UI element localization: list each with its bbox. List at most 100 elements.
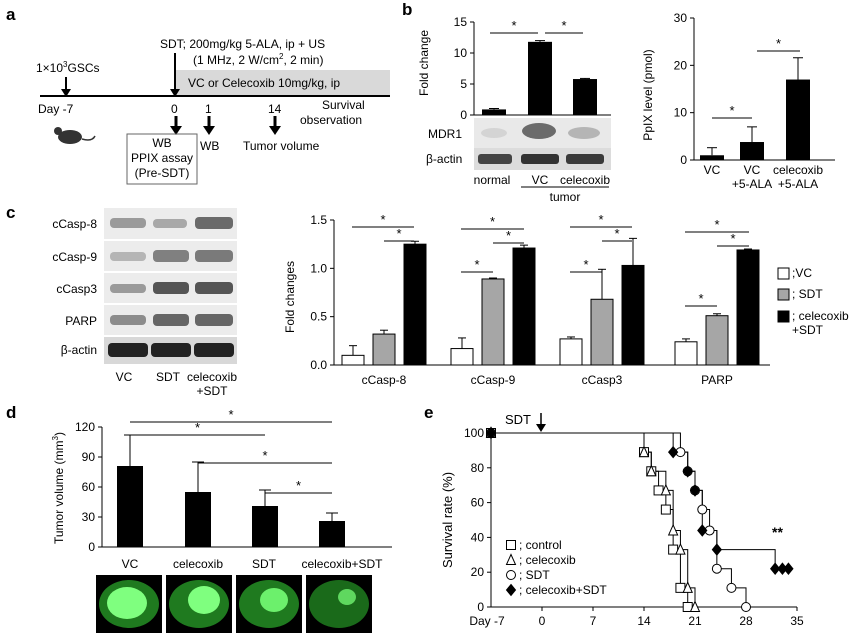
chart-c-sig-5-star: *	[614, 226, 619, 241]
chart-c-bar	[705, 315, 729, 366]
chart-b2-ytick-label: 30	[674, 11, 688, 25]
chart-b1-ylabel: Fold change	[417, 30, 431, 96]
chart-c-category: cCasp-8	[362, 373, 407, 387]
chart-b2-category: celecoxib +5-ALA	[773, 163, 823, 191]
chart-e-ytick-label: 20	[471, 565, 485, 579]
chart-c-category: cCasp-9	[471, 373, 516, 387]
chart-b1-ytick-label: 5	[460, 77, 467, 91]
chart-b2-bar	[740, 142, 764, 160]
band-ccasp9-vc	[110, 252, 146, 261]
chart-e-marker-triangle	[638, 445, 650, 458]
band-ccasp3-vc	[110, 284, 146, 293]
band-parp-vc	[110, 315, 146, 325]
panel-label-e: e	[424, 403, 433, 422]
chart-d-bar	[185, 492, 211, 547]
brain-image-celecoxib	[166, 575, 232, 633]
band-parp-celecoxib-sdt	[195, 314, 233, 326]
chart-d-categories: VC celecoxib SDT celecoxib+SDT	[122, 557, 384, 571]
chart-d-category: celecoxib	[173, 557, 223, 571]
panel-label-d: d	[6, 403, 16, 422]
chart-c-ytick-label: 0.5	[310, 310, 327, 324]
chart-d-bar	[319, 521, 345, 547]
day-14-label: 14	[268, 102, 282, 116]
chart-c-sig-9-star: *	[583, 257, 588, 272]
chart-b2-bar	[786, 79, 810, 160]
blot-c-row-labels: cCasp-8 cCasp-9 cCasp3 PARP β-actin	[52, 217, 97, 357]
chart-e-ylabel: Survival rate (%)	[440, 472, 455, 568]
chart-b1-bar	[528, 41, 552, 116]
chart-c-bar	[590, 298, 614, 366]
chart-e-xtick-label: 28	[739, 614, 753, 628]
chart-b1-ticks: 0 5 10 15	[454, 15, 468, 122]
chart-e-ytick-label: 100	[464, 426, 484, 440]
chart-e-marker-circle	[506, 570, 516, 580]
chart-e-ytick-label: 40	[471, 530, 485, 544]
chart-c-sig-0-star: *	[380, 212, 385, 227]
panel-c-blot: cCasp-8 cCasp-9 cCasp3 PARP β-actin VC SD…	[52, 208, 237, 398]
chart-e-xtick-label: 14	[637, 614, 651, 628]
chart-b1-category: VC	[532, 173, 549, 187]
band-ccasp8-vc	[110, 218, 146, 228]
chart-e-sdt-annotation: SDT	[505, 412, 531, 427]
band-ccasp3-sdt	[153, 282, 189, 294]
chart-b2-bar	[700, 155, 724, 160]
arrowhead-wb2	[203, 126, 215, 135]
chart-c-sig-8-star: *	[474, 257, 479, 272]
brain-image-celecoxib-sdt	[306, 575, 372, 633]
chart-b2-ytick-label: 0	[680, 153, 687, 167]
chart-d-sig-1-star: *	[228, 407, 233, 422]
chart-e-marker-diamond	[689, 484, 701, 497]
chart-e-legend-label: ; control	[519, 538, 562, 552]
chart-e-marker-triangle	[646, 464, 657, 477]
band-actin-vc	[521, 154, 559, 164]
chart-c-sig-10-star: *	[698, 291, 703, 306]
chart-c-sig-6-star: *	[714, 217, 719, 232]
chart-d-ylabel: Tumor volume (mm3)	[51, 432, 66, 544]
band-ccasp8-celecoxib-sdt	[195, 217, 233, 229]
chart-b1-categories: normal VC celecoxib	[474, 173, 611, 187]
chart-c-legend-label: ; SDT	[792, 287, 823, 301]
chart-b2-ticks: 0 10 20 30	[674, 11, 688, 167]
chart-d-sig-4-star: *	[296, 478, 301, 493]
panel-a-schedule: 1×103GSCs SDT; 200mg/kg 5-ALA, ip + US (…	[36, 37, 390, 185]
chart-d-ticks: 0 30 60 90 120	[75, 420, 95, 554]
chart-d-sig-3-star: *	[262, 448, 267, 463]
chart-c-legend-label: ;VC	[792, 266, 812, 280]
chart-c-bar	[621, 264, 645, 366]
chart-e-marker-triangle	[689, 600, 701, 612]
chart-b1-bars	[482, 40, 597, 116]
chart-c-sig-7-star: *	[730, 231, 735, 246]
chart-c-bar	[736, 249, 760, 366]
band-actin-celecoxib	[566, 154, 604, 164]
chart-e-ytick-label: 80	[471, 461, 485, 475]
chart-e-ytick-label: 60	[471, 496, 485, 510]
chart-e-legend: ; control; celecoxib; SDT; celecoxib+SDT	[505, 538, 607, 597]
chart-c-category: PARP	[701, 373, 733, 387]
arrowhead-day-minus7	[61, 89, 71, 97]
chart-b2-ytick-label: 20	[674, 58, 688, 72]
chart-e-markers	[485, 426, 794, 612]
arrowhead-wb1	[170, 126, 182, 135]
chart-c-legend-swatch	[777, 288, 790, 301]
chart-c-sig-2-star: *	[490, 214, 495, 229]
chart-e-sdt-arrowhead	[536, 424, 546, 432]
band-ccasp9-sdt	[153, 250, 189, 262]
chart-d-ytick-label: 60	[82, 480, 96, 494]
chart-c-bar	[372, 333, 396, 366]
panel-b-blot: MDR1 β-actin normal VC celecoxib tumor	[426, 118, 611, 204]
treatment-band	[175, 70, 390, 96]
chart-e-xtick-start: Day -7	[469, 614, 505, 628]
panel-b-chart2: PpIX level (pmol) 0 10 20 30 VC VC +5-ALAcele…	[641, 11, 835, 191]
chart-d-ytick-label: 90	[82, 450, 96, 464]
chart-c-sig-3-star: *	[506, 228, 511, 243]
chart-e-marker-circle	[697, 504, 708, 515]
wb-box-line1: WB	[152, 136, 171, 150]
chart-e-legend-label: ; SDT	[519, 568, 550, 582]
day-0-label: 0	[171, 102, 178, 116]
chart-d-ytick-label: 0	[88, 540, 95, 554]
blot-c-lane-label: SDT	[156, 370, 181, 384]
chart-c-ylabel: Fold changes	[283, 261, 297, 333]
band-ccasp9-celecoxib-sdt	[195, 250, 233, 262]
